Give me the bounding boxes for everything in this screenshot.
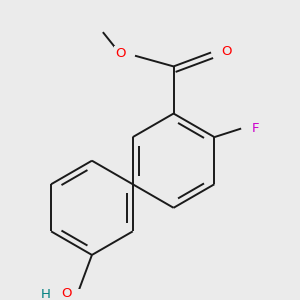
Text: H: H	[41, 288, 51, 300]
Text: F: F	[251, 122, 259, 135]
Text: O: O	[61, 287, 71, 300]
Text: O: O	[221, 45, 231, 58]
Text: O: O	[115, 47, 125, 60]
